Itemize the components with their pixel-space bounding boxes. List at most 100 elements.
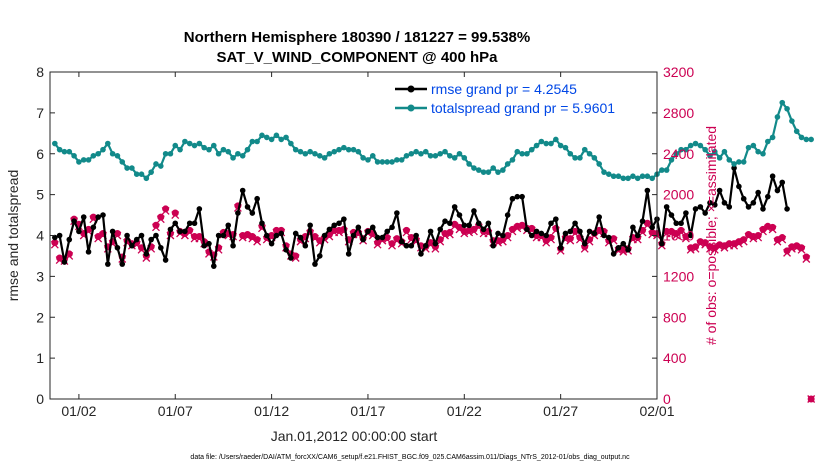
rmse-point <box>148 236 154 243</box>
totalspread-point <box>692 140 699 147</box>
rmse-point <box>495 230 501 237</box>
rmse-point <box>278 230 285 237</box>
x-tick-label: 01/07 <box>158 403 193 419</box>
totalspread-point <box>769 134 776 141</box>
totalspread-point <box>697 142 704 149</box>
totalspread-point <box>548 140 554 147</box>
rmse-point <box>731 165 737 171</box>
rmse-point <box>210 263 217 269</box>
totalspread-point <box>172 142 179 149</box>
totalspread-point <box>451 155 458 161</box>
y-right-tick-label: 3200 <box>663 64 694 80</box>
rmse-point <box>447 220 453 227</box>
totalspread-point <box>716 155 723 161</box>
totalspread-point <box>808 136 814 143</box>
totalspread-point <box>85 157 92 163</box>
totalspread-point <box>210 142 217 149</box>
y-right-tick-label: 2400 <box>663 146 694 162</box>
rmse-point <box>610 251 617 257</box>
totalspread-point <box>278 136 285 143</box>
rmse-point <box>374 234 381 241</box>
rmse-point <box>567 228 574 235</box>
rmse-point <box>659 240 665 247</box>
totalspread-point <box>789 118 795 124</box>
y-right-tick-label: 1200 <box>663 268 694 284</box>
rmse-point <box>129 242 135 249</box>
totalspread-point <box>133 171 140 177</box>
rmse-point <box>331 222 338 229</box>
obs-assimilated-point <box>161 207 170 215</box>
obs-possible-point <box>162 205 170 213</box>
obs-possible-point <box>171 209 179 217</box>
totalspread-point <box>577 155 583 161</box>
obs-assimilated-point <box>248 234 257 243</box>
obs-assimilated-point <box>50 240 59 249</box>
legend-totalspread-label: totalspread grand pr = 5.9601 <box>431 100 615 116</box>
y-axis-left-label: rmse and totalspread <box>5 170 21 302</box>
rmse-point <box>384 228 391 235</box>
totalspread-point <box>215 150 222 157</box>
obs-possible-point <box>152 221 160 229</box>
totalspread-point <box>639 173 646 180</box>
rmse-point <box>249 210 256 216</box>
rmse-point <box>191 220 198 227</box>
totalspread-point <box>553 136 559 143</box>
y-left-tick-label: 6 <box>36 146 44 162</box>
rmse-point <box>553 216 559 222</box>
totalspread-point <box>374 159 381 165</box>
rmse-point <box>239 187 246 194</box>
y-left-tick-label: 8 <box>36 64 44 80</box>
totalspread-point <box>283 134 289 141</box>
rmse-point <box>220 232 227 239</box>
rmse-point <box>548 220 554 227</box>
rmse-point <box>634 232 641 239</box>
rmse-point <box>442 218 448 224</box>
totalspread-point <box>350 146 357 153</box>
totalspread-point <box>485 169 492 175</box>
totalspread-point <box>341 144 347 151</box>
rmse-point <box>577 228 583 235</box>
totalspread-point <box>504 161 511 167</box>
totalspread-point <box>143 175 150 182</box>
rmse-point <box>307 222 313 229</box>
rmse-point <box>625 247 631 253</box>
rmse-point <box>514 193 521 200</box>
totalspread-point <box>591 155 598 161</box>
rmse-point <box>345 251 352 257</box>
totalspread-point <box>259 132 265 139</box>
rmse-point <box>475 220 482 227</box>
rmse-point <box>360 236 366 243</box>
y-left-tick-label: 3 <box>36 268 44 284</box>
rmse-point <box>268 240 275 247</box>
totalspread-point <box>745 144 752 151</box>
x-tick-label: 01/27 <box>543 403 578 419</box>
rmse-point <box>297 234 304 241</box>
rmse-point <box>254 195 260 202</box>
rmse-point <box>100 212 106 218</box>
y-right-tick-label: 0 <box>663 391 671 407</box>
obs-assimilated-point <box>730 241 739 250</box>
rmse-point <box>350 232 357 239</box>
rmse-point <box>562 230 569 237</box>
rmse-point <box>615 244 622 251</box>
totalspread-point <box>726 157 733 163</box>
rmse-point <box>726 204 733 210</box>
totalspread-point <box>114 152 121 159</box>
totalspread-point <box>673 150 680 157</box>
rmse-point <box>750 200 757 206</box>
totalspread-point <box>365 157 371 163</box>
obs-assimilated-point <box>94 234 103 243</box>
y-left-tick-label: 4 <box>36 228 44 244</box>
totalspread-point <box>225 148 232 155</box>
totalspread-point <box>129 165 135 171</box>
rmse-point <box>485 220 492 227</box>
totalspread-point <box>413 148 419 155</box>
obs-assimilated-point <box>734 239 743 248</box>
totalspread-point <box>456 150 463 157</box>
rmse-point <box>109 228 116 235</box>
obs-assimilated-point <box>392 236 401 245</box>
y-left-tick-label: 0 <box>36 391 44 407</box>
legend-totalspread-marker <box>407 104 415 112</box>
rmse-point <box>769 173 776 180</box>
y-left-tick-label: 5 <box>36 187 44 203</box>
